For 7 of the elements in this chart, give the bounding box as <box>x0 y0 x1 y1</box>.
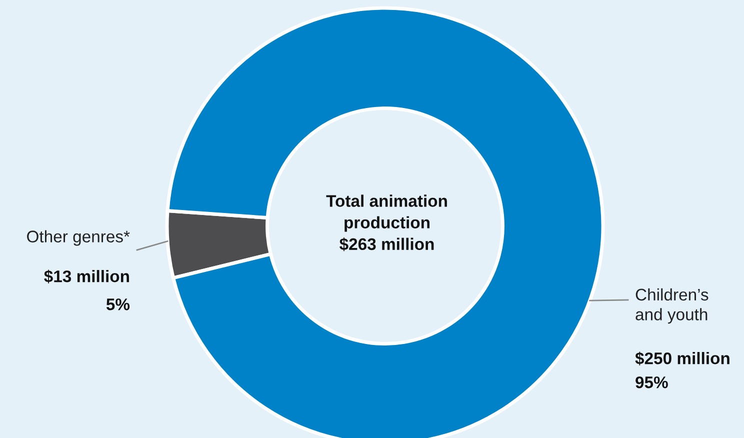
slice-label: Children’s and youth <box>636 288 708 324</box>
text: 95% <box>636 376 668 388</box>
data-label: $250 million <box>635 352 730 366</box>
text: Total animation production $263 million <box>326 194 447 252</box>
slice-label: Other genres* <box>27 230 130 246</box>
data-label: $13 million <box>44 270 129 284</box>
text: 5% <box>106 298 130 310</box>
